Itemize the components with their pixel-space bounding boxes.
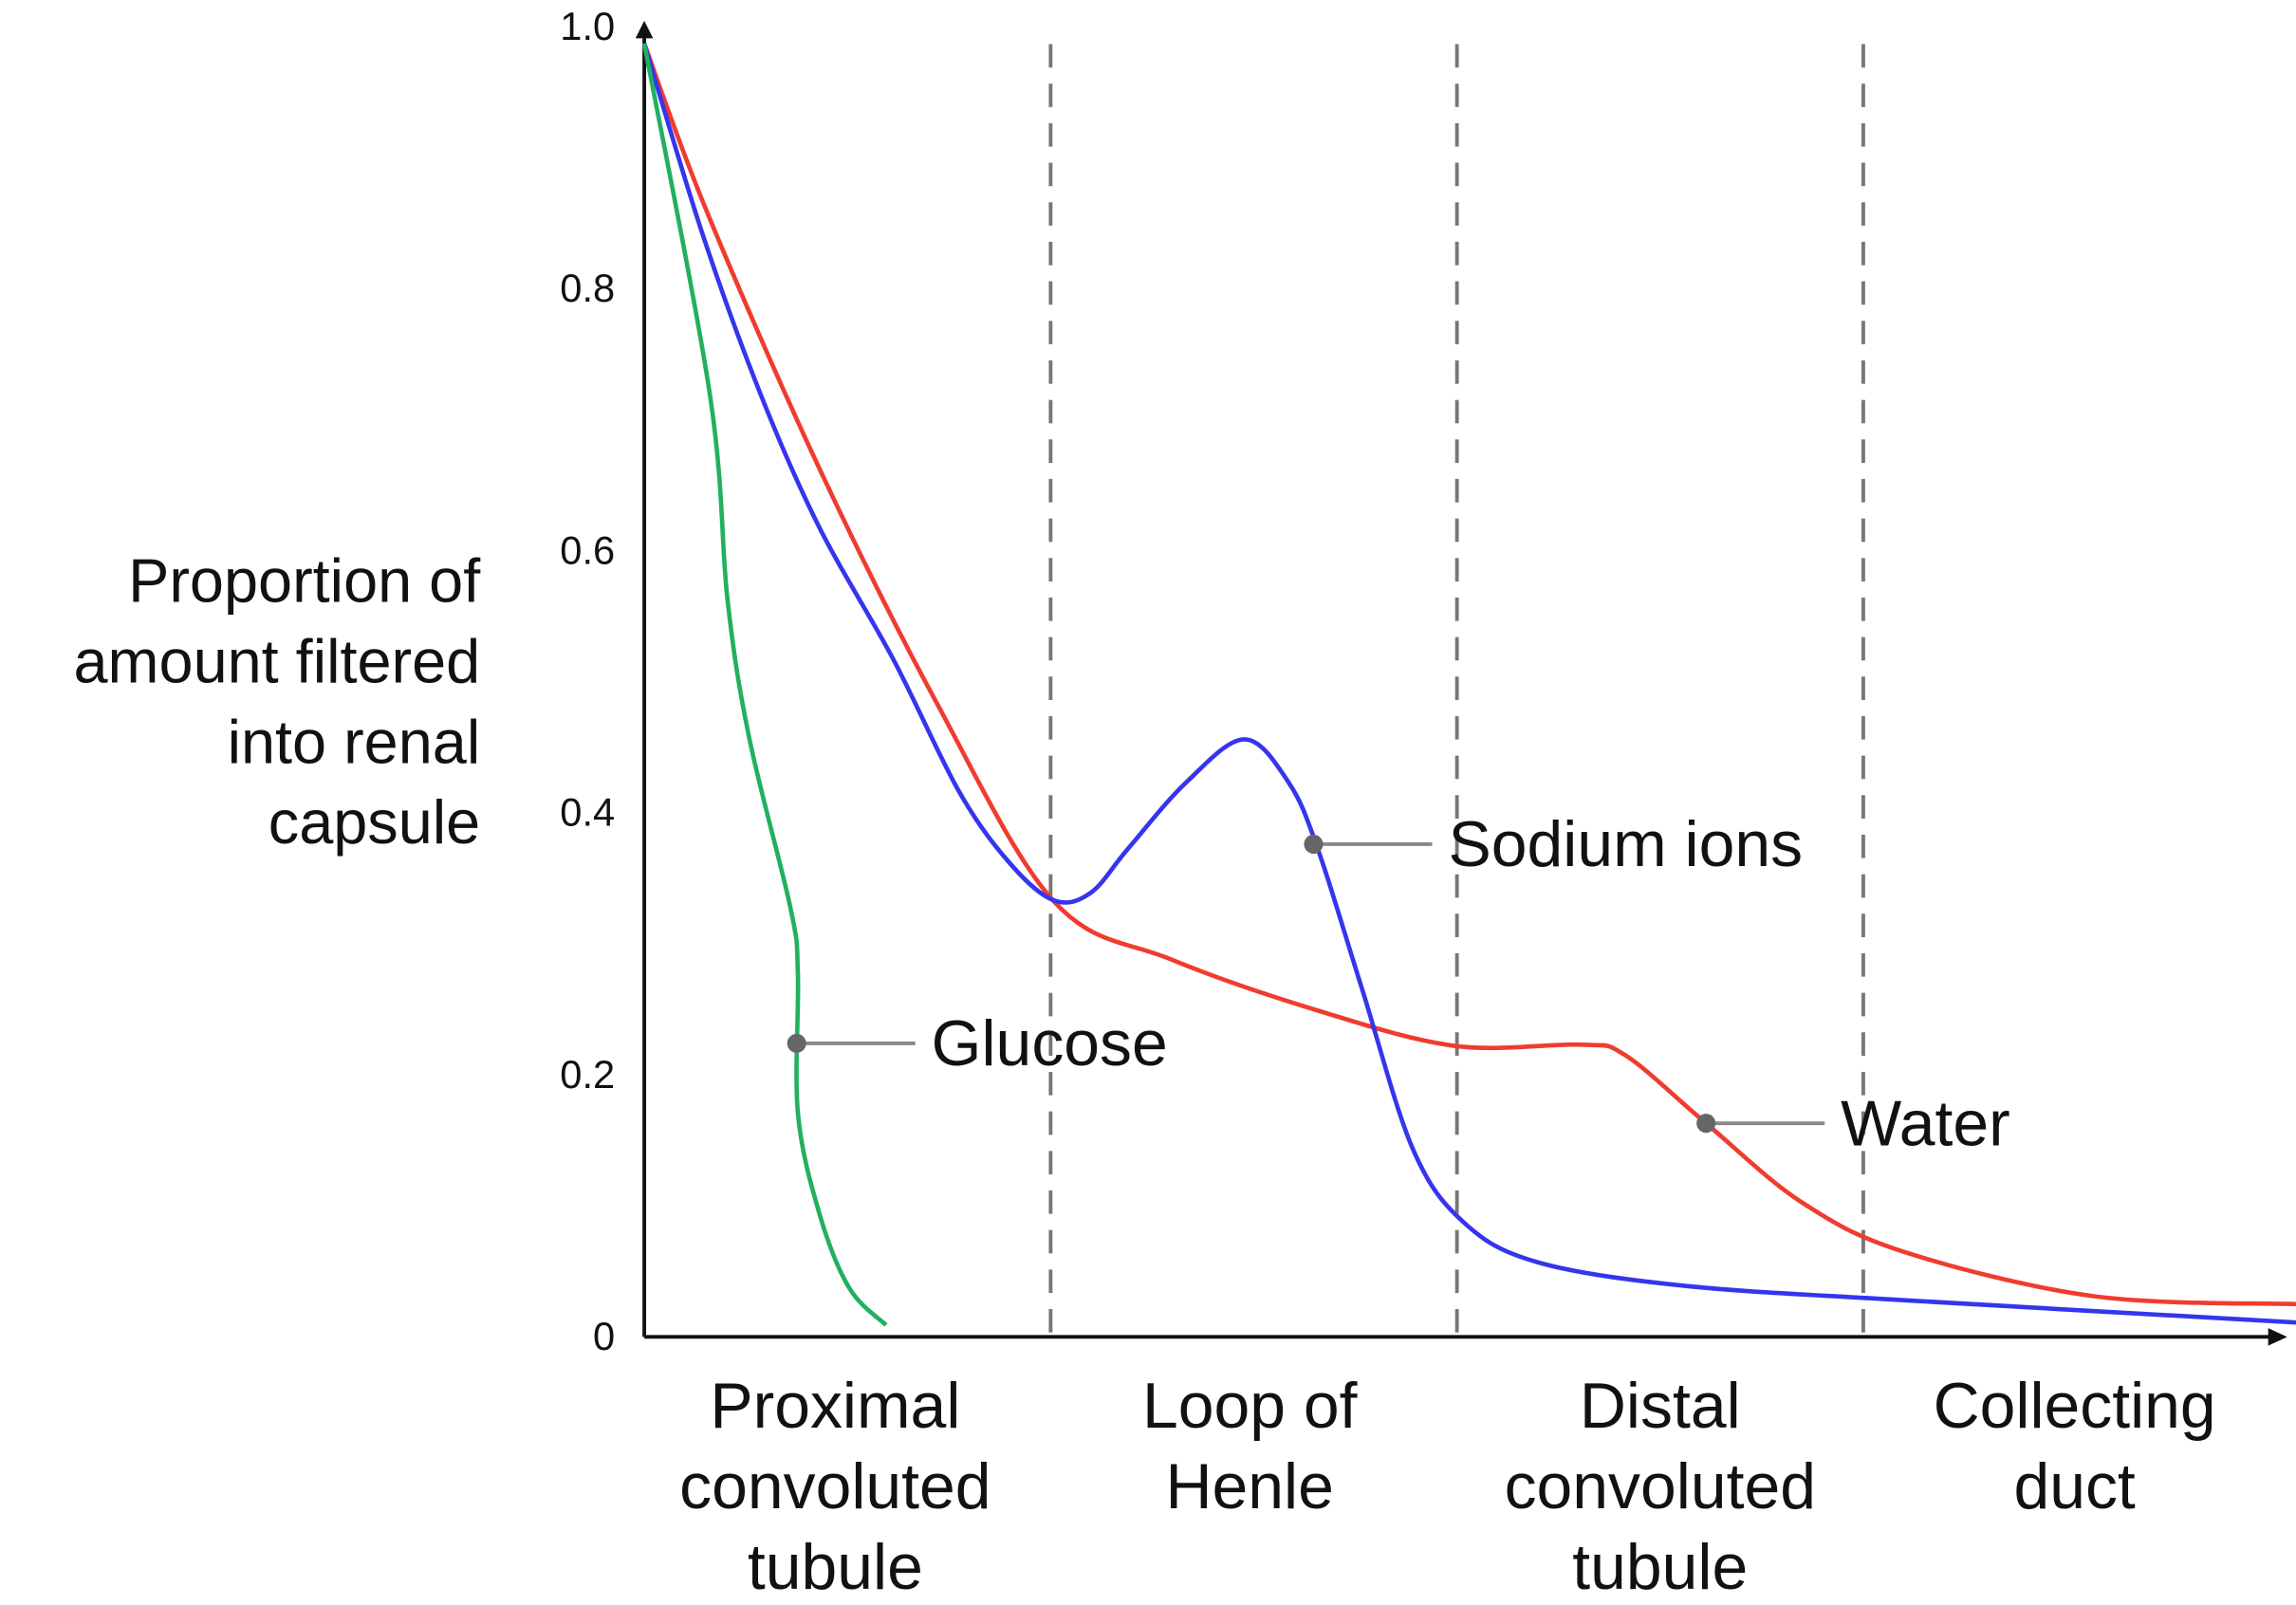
series-annotations: Water Sodium ions Glucose	[787, 809, 2010, 1159]
series-label: Glucose	[932, 1008, 1168, 1079]
y-tick-label: 0.4	[560, 790, 615, 835]
x-axis-arrow-icon	[2268, 1328, 2287, 1346]
annotation-dot	[787, 1033, 806, 1053]
y-axis-label-line: amount filtered	[74, 626, 481, 695]
y-ticks: 0 0.2 0.4 0.6 0.8 1.0	[560, 4, 615, 1358]
series-label: Sodium ions	[1448, 809, 1803, 880]
x-category-label: tubule	[1572, 1532, 1748, 1603]
segment-dividers	[1048, 44, 1865, 1338]
x-category-label: Loop of	[1142, 1371, 1358, 1442]
y-axis-label-line: into renal	[228, 707, 481, 776]
x-category-label: convoluted	[679, 1451, 991, 1522]
y-axis-arrow-icon	[635, 20, 654, 39]
series-line-glucose	[641, 43, 888, 1327]
annotation-dot	[1304, 834, 1324, 854]
y-tick-label: 0.6	[560, 527, 615, 572]
series-line-water	[641, 43, 2296, 1307]
x-category-label: Proximal	[710, 1371, 960, 1442]
x-category-label: convoluted	[1505, 1451, 1816, 1522]
x-category-labels: Proximal convoluted tubule Loop of Henle Dist…	[679, 1371, 2216, 1603]
x-category-label: duct	[2013, 1451, 2135, 1522]
series-lines	[641, 43, 2296, 1327]
series-line-sodium-ions	[641, 43, 2296, 1325]
annotation-dot	[1696, 1114, 1716, 1134]
y-axis-label: Proportion of amount filtered into renal ca…	[74, 546, 482, 858]
y-tick-label: 0	[593, 1314, 615, 1358]
y-axis-label-line: capsule	[268, 787, 480, 857]
x-category-label: Distal	[1580, 1371, 1741, 1442]
x-category-label: Henle	[1166, 1451, 1334, 1522]
y-tick-label: 1.0	[560, 4, 615, 48]
y-tick-label: 0.2	[560, 1052, 615, 1097]
y-tick-label: 0.8	[560, 266, 615, 310]
x-category-label: tubule	[748, 1532, 923, 1603]
x-category-label: Collecting	[1934, 1371, 2216, 1442]
y-axis-label-line: Proportion of	[128, 546, 481, 616]
series-label: Water	[1841, 1088, 2010, 1159]
